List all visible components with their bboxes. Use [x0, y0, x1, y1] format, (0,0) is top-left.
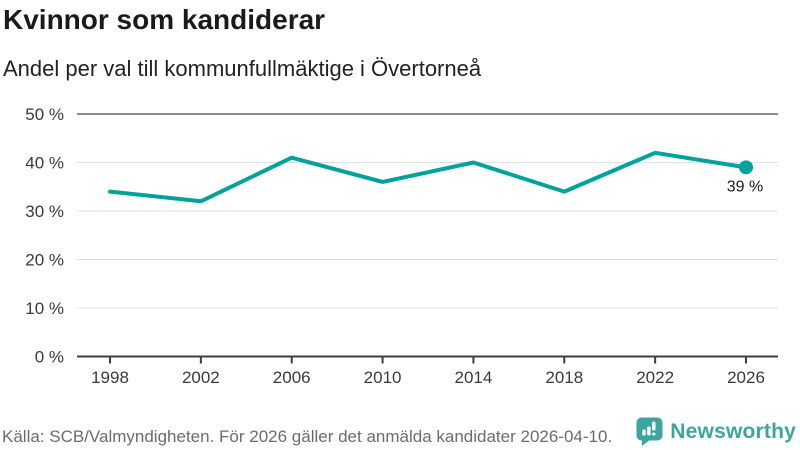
page-title: Kvinnor som kandiderar	[3, 4, 326, 35]
chart-subtitle: Andel per val till kommunfullmäktige i Ö…	[3, 56, 482, 81]
x-tick-label: 1998	[91, 368, 129, 387]
x-tick-label: 2010	[364, 368, 402, 387]
x-tick-label: 2026	[727, 368, 765, 387]
brand-name: Newsworthy	[670, 419, 796, 443]
source-note: Källa: SCB/Valmyndigheten. För 2026 gäll…	[2, 427, 613, 446]
y-tick-label: 10 %	[25, 299, 64, 318]
newsworthy-speech-bubble-chart-icon	[636, 417, 663, 446]
x-tick-label: 2018	[545, 368, 583, 387]
x-tick-label: 2006	[273, 368, 311, 387]
trend-line	[108, 150, 748, 204]
y-tick-label: 50 %	[25, 105, 64, 124]
x-tick-label: 2002	[182, 368, 220, 387]
x-tick-label: 2014	[455, 368, 493, 387]
last-point-label: 39 %	[727, 178, 763, 195]
y-tick-label: 40 %	[25, 154, 64, 173]
y-tick-label: 20 %	[25, 251, 64, 270]
y-tick-label: 0 %	[35, 348, 64, 367]
newsworthy-logo: Newsworthy	[636, 417, 796, 446]
y-tick-label: 30 %	[25, 202, 64, 221]
last-point-marker	[739, 160, 753, 175]
x-tick-label: 2022	[636, 368, 674, 387]
line-chart: 0 % 10 % 20 % 30 % 40 % 50 % 1998 2002 2006 2010 2…	[25, 105, 778, 387]
